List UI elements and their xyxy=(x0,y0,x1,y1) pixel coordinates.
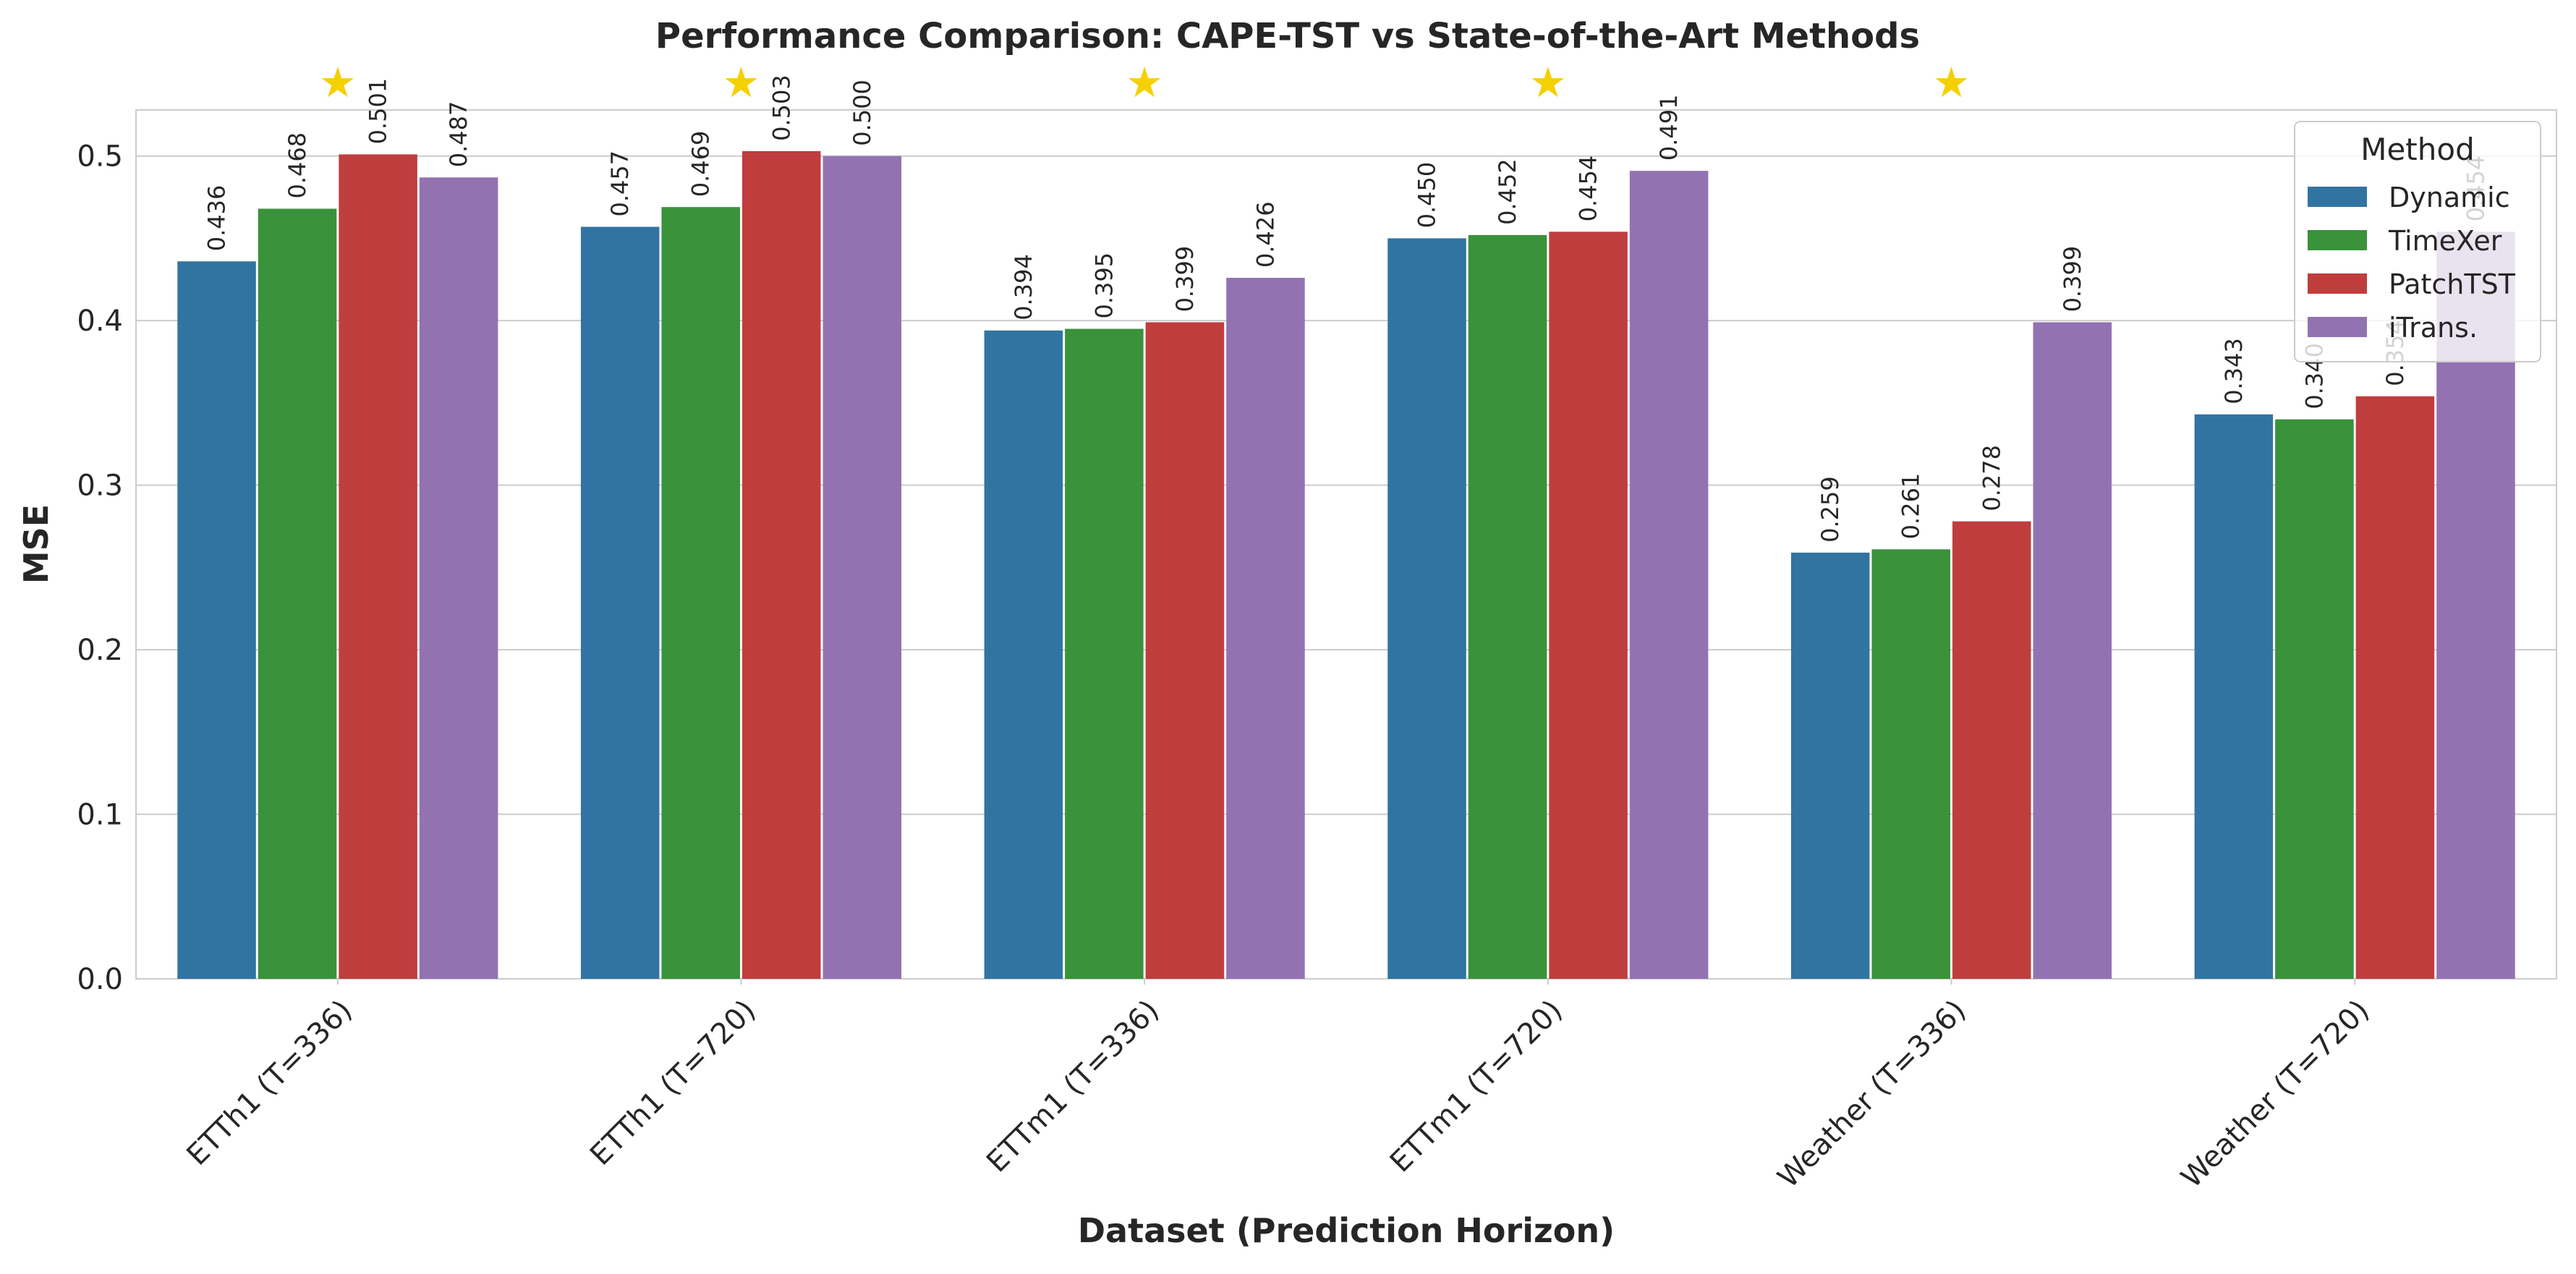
star-icon: ★ xyxy=(723,58,760,107)
bar xyxy=(1145,322,1225,979)
bar-value-label: 0.426 xyxy=(1251,201,1279,268)
bar xyxy=(1226,278,1305,979)
bar xyxy=(2275,419,2354,979)
star-icon: ★ xyxy=(319,58,357,107)
y-tick-label: 0.2 xyxy=(77,634,123,667)
bar xyxy=(984,330,1063,979)
bar xyxy=(1871,549,1950,979)
x-axis-label: Dataset (Prediction Horizon) xyxy=(1078,1211,1615,1250)
bar xyxy=(2355,396,2435,979)
bar-labels: 0.436 0.457 0.394 0.450 0.259 0.343 0.468 0.469… xyxy=(203,75,2490,543)
bar xyxy=(1952,521,2031,979)
legend-swatch xyxy=(2308,187,2367,207)
star-icon: ★ xyxy=(1529,58,1567,107)
bar xyxy=(1790,552,1870,979)
bar-value-label: 0.501 xyxy=(365,78,392,145)
x-tick-label: ETTh1 (T=336) xyxy=(180,994,358,1172)
legend-swatch xyxy=(2308,273,2367,294)
bar-group xyxy=(177,150,2515,980)
x-axis-ticks: ETTh1 (T=336) ETTh1 (T=720) ETTm1 (T=336) E… xyxy=(180,979,2376,1194)
y-gridlines xyxy=(136,155,2556,980)
bar xyxy=(258,208,337,979)
legend-swatch xyxy=(2308,230,2367,250)
legend: Method Dynamic TimeXer PatchTST iTrans. xyxy=(2294,121,2541,362)
y-axis-label: MSE xyxy=(17,504,56,584)
bar-value-label: 0.468 xyxy=(284,132,311,199)
bar xyxy=(742,150,821,980)
star-icon: ★ xyxy=(1933,58,1971,107)
x-tick-label: Weather (T=336) xyxy=(1772,994,1973,1195)
bar xyxy=(1549,232,1628,979)
y-tick-label: 0.4 xyxy=(77,305,123,338)
bar xyxy=(1065,328,1144,979)
legend-item-label: TimeXer xyxy=(2388,225,2502,257)
bar-value-label: 0.394 xyxy=(1010,254,1037,320)
bar-value-label: 0.278 xyxy=(1978,445,2005,511)
star-markers: ★ ★ ★ ★ ★ xyxy=(319,58,1971,107)
bar-value-label: 0.399 xyxy=(1171,246,1199,313)
y-tick-label: 0.0 xyxy=(77,963,123,996)
bar xyxy=(177,261,256,979)
y-tick-label: 0.1 xyxy=(77,799,123,832)
bar-value-label: 0.395 xyxy=(1090,252,1118,319)
bar-value-label: 0.261 xyxy=(1897,473,1925,540)
x-tick-label: ETTh1 (T=720) xyxy=(584,994,762,1172)
bar xyxy=(2033,322,2112,979)
bar-value-label: 0.500 xyxy=(849,80,876,146)
star-icon: ★ xyxy=(1126,58,1163,107)
y-tick-label: 0.5 xyxy=(77,140,123,174)
bar xyxy=(822,156,902,979)
bar xyxy=(2194,414,2274,979)
legend-swatch xyxy=(2308,317,2367,337)
bar-value-label: 0.399 xyxy=(2059,246,2086,313)
x-tick-label: ETTm1 (T=720) xyxy=(1384,994,1569,1179)
plot-area xyxy=(135,109,2557,980)
y-axis-ticks: 0.0 0.1 0.2 0.3 0.4 0.5 xyxy=(77,140,123,996)
bar xyxy=(1629,171,1709,979)
legend-item-label: iTrans. xyxy=(2389,312,2478,344)
bar xyxy=(1387,238,1466,980)
bar-value-label: 0.491 xyxy=(1655,95,1683,161)
legend-item-label: Dynamic xyxy=(2389,182,2510,213)
y-tick-label: 0.3 xyxy=(77,470,123,503)
bar xyxy=(580,226,660,980)
bar-value-label: 0.469 xyxy=(687,131,715,198)
chart-title: Performance Comparison: CAPE-TST vs Stat… xyxy=(655,16,1920,56)
bar xyxy=(339,154,417,979)
bar-value-label: 0.450 xyxy=(1414,162,1441,229)
legend-title: Method xyxy=(2360,132,2475,167)
x-tick-label: ETTm1 (T=336) xyxy=(980,994,1165,1179)
bar-value-label: 0.343 xyxy=(2220,338,2248,404)
bar-value-label: 0.503 xyxy=(768,75,795,141)
bar-value-label: 0.259 xyxy=(1816,476,1844,543)
x-tick-label: Weather (T=720) xyxy=(2175,994,2376,1195)
bar xyxy=(419,177,498,979)
bar-value-label: 0.454 xyxy=(1575,156,1602,222)
bar xyxy=(661,207,740,979)
legend-box xyxy=(2294,121,2541,362)
legend-item-label: PatchTST xyxy=(2389,268,2516,300)
bar-value-label: 0.487 xyxy=(445,101,472,168)
bar-value-label: 0.457 xyxy=(606,150,634,217)
bar-value-label: 0.452 xyxy=(1494,158,1521,225)
bar-value-label: 0.436 xyxy=(203,185,231,252)
bar xyxy=(1468,234,1547,979)
